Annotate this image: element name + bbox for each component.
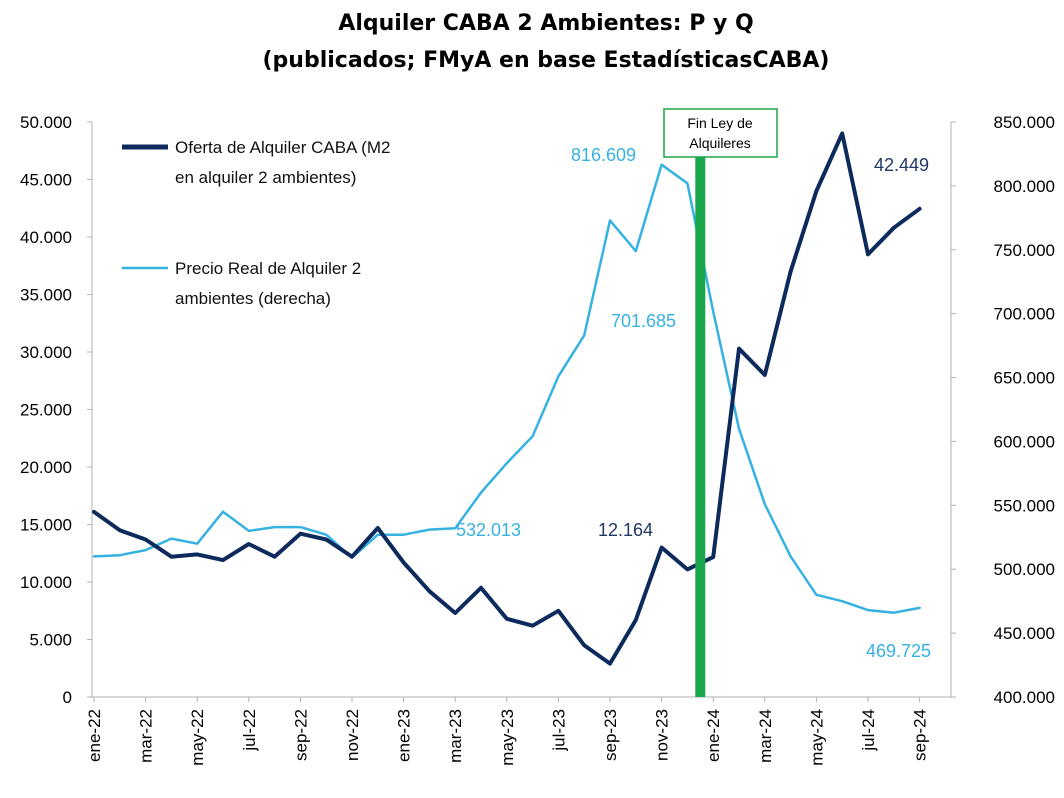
event-label-box bbox=[663, 108, 778, 158]
y-left-tick-label: 45.000 bbox=[20, 171, 72, 190]
legend: Oferta de Alquiler CABA (M2 en alquiler … bbox=[122, 138, 390, 308]
x-tick-label: ene-23 bbox=[395, 709, 414, 762]
event-label-line1: Fin Ley de bbox=[687, 115, 753, 131]
x-tick-label: sep-23 bbox=[601, 709, 620, 761]
y-right-tick-label: 700.000 bbox=[994, 305, 1055, 324]
x-tick-label: sep-22 bbox=[291, 709, 310, 761]
x-tick-label: ene-24 bbox=[704, 709, 723, 762]
x-tick-label: jul-22 bbox=[240, 709, 259, 752]
y-left-tick-label: 10.000 bbox=[20, 573, 72, 592]
x-tick-label: jul-24 bbox=[859, 709, 878, 752]
y-left-ticks: 0 5.000 10.000 15.000 20.000 25.000 30.000 35.0… bbox=[20, 113, 92, 707]
y-right-tick-label: 550.000 bbox=[994, 496, 1055, 515]
y-right-tick-label: 850.000 bbox=[994, 113, 1055, 132]
annotation-701685: 701.685 bbox=[611, 311, 676, 331]
legend-label-oferta-line1: Oferta de Alquiler CABA (M2 bbox=[175, 138, 390, 157]
y-right-tick-label: 500.000 bbox=[994, 560, 1055, 579]
y-right-tick-label: 600.000 bbox=[994, 432, 1055, 451]
x-tick-label: mar-23 bbox=[446, 709, 465, 763]
y-right-tick-label: 450.000 bbox=[994, 624, 1055, 643]
axes bbox=[91, 122, 952, 698]
x-tick-label: jul-23 bbox=[549, 709, 568, 752]
series-layer bbox=[92, 131, 922, 666]
legend-label-oferta-line2: en alquiler 2 ambientes) bbox=[175, 168, 356, 187]
y-left-tick-label: 20.000 bbox=[20, 458, 72, 477]
annotation-42449: 42.449 bbox=[874, 155, 929, 175]
x-tick-label: sep-24 bbox=[911, 709, 930, 761]
y-left-tick-label: 40.000 bbox=[20, 228, 72, 247]
y-left-tick-label: 5.000 bbox=[29, 631, 72, 650]
y-left-tick-label: 35.000 bbox=[20, 286, 72, 305]
y-left-tick-label: 50.000 bbox=[20, 113, 72, 132]
y-left-tick-label: 25.000 bbox=[20, 401, 72, 420]
y-left-tick-label: 30.000 bbox=[20, 343, 72, 362]
chart-title: Alquiler CABA 2 Ambientes: P y Q bbox=[338, 11, 753, 36]
y-right-tick-label: 400.000 bbox=[994, 688, 1055, 707]
event-marker: Fin Ley de Alquileres bbox=[663, 108, 778, 697]
x-tick-label: may-24 bbox=[807, 709, 826, 766]
annotation-532013: 532.013 bbox=[456, 520, 521, 540]
x-ticks: ene-22 mar-22 may-22 jul-22 sep-22 nov-22 ene-… bbox=[85, 697, 930, 766]
y-right-tick-label: 750.000 bbox=[994, 241, 1055, 260]
y-right-ticks: 400.000 450.000 500.000 550.000 600.000 650.0… bbox=[951, 113, 1055, 707]
legend-label-precio-line1: Precio Real de Alquiler 2 bbox=[175, 259, 361, 278]
x-tick-label: nov-23 bbox=[653, 709, 672, 761]
y-right-tick-label: 800.000 bbox=[994, 177, 1055, 196]
x-tick-label: may-22 bbox=[188, 709, 207, 766]
x-tick-label: mar-22 bbox=[137, 709, 156, 763]
series-line-precio bbox=[92, 163, 921, 614]
series-line-oferta bbox=[92, 131, 922, 666]
x-tick-label: nov-22 bbox=[343, 709, 362, 761]
annotation-469725: 469.725 bbox=[866, 641, 931, 661]
y-left-tick-label: 0 bbox=[63, 688, 72, 707]
chart-subtitle: (publicados; FMyA en base EstadísticasCA… bbox=[263, 48, 830, 73]
x-tick-label: ene-22 bbox=[85, 709, 104, 762]
x-tick-label: may-23 bbox=[498, 709, 517, 766]
y-left-tick-label: 15.000 bbox=[20, 516, 72, 535]
y-right-tick-label: 650.000 bbox=[994, 369, 1055, 388]
annotations: 816.609 701.685 532.013 469.725 42.449 1… bbox=[456, 145, 931, 661]
annotation-12164: 12.164 bbox=[598, 520, 653, 540]
x-tick-label: mar-24 bbox=[756, 709, 775, 763]
annotation-816609: 816.609 bbox=[571, 145, 636, 165]
legend-label-precio-line2: ambientes (derecha) bbox=[175, 289, 331, 308]
event-line bbox=[695, 150, 706, 697]
event-label-line2: Alquileres bbox=[689, 135, 750, 151]
